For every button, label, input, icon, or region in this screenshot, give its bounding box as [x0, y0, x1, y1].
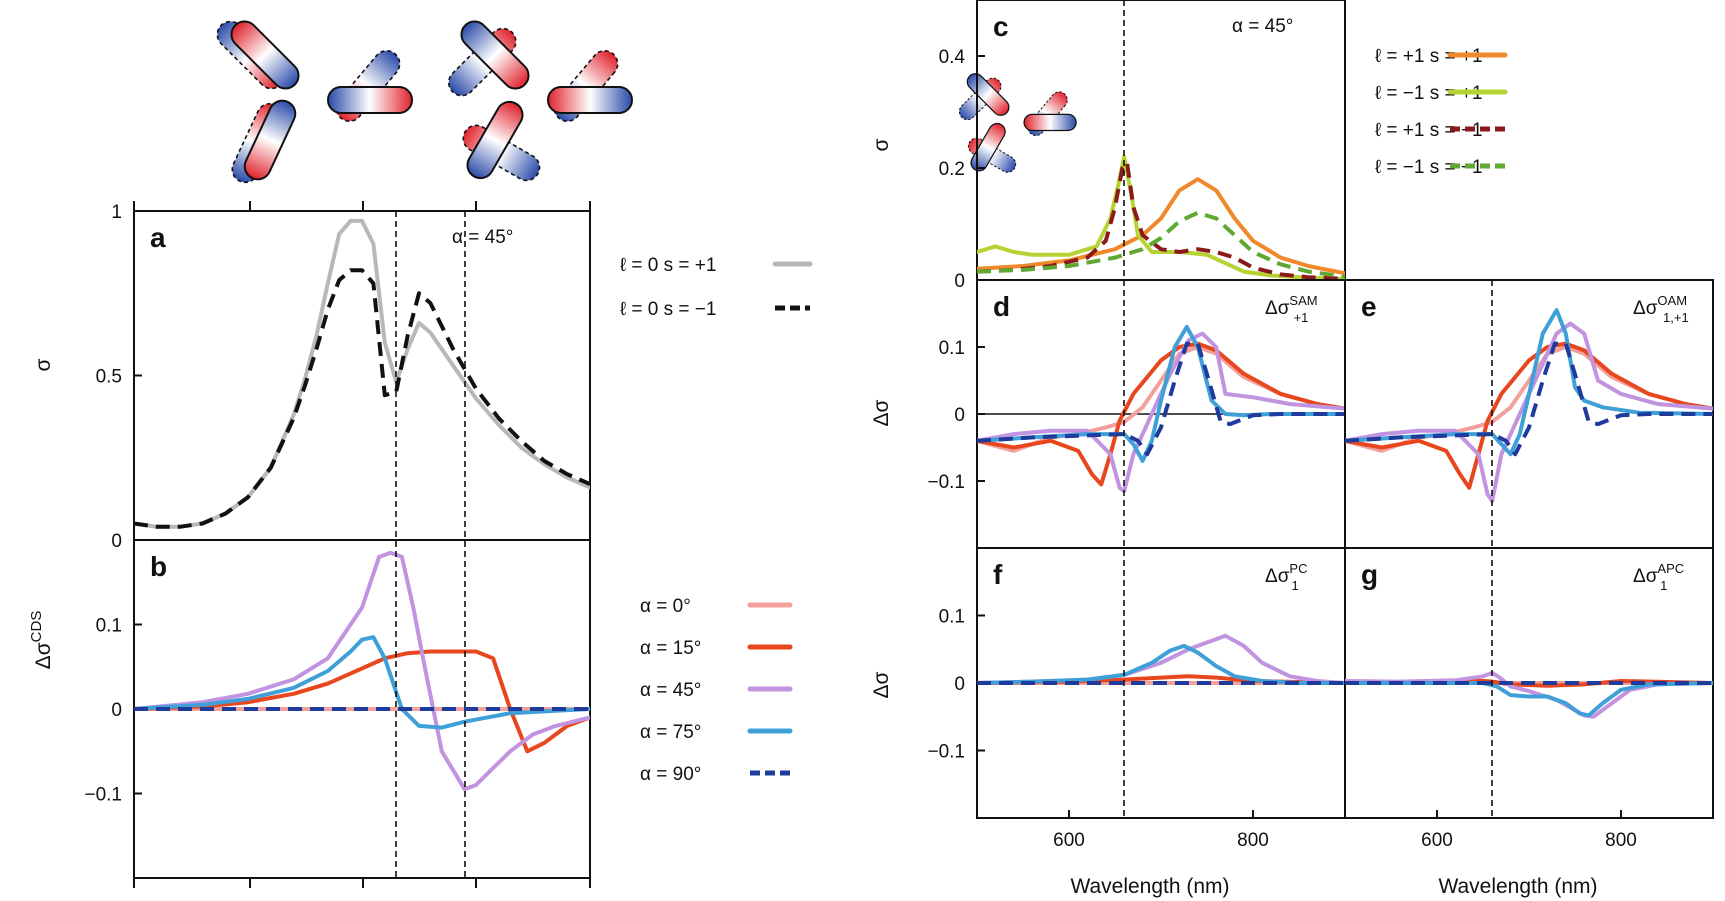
legend-label-b-2: α = 45°: [640, 680, 701, 701]
y-tick-label-d: −0.1: [927, 472, 965, 493]
x-axis-title-f: Wavelength (nm): [1070, 875, 1229, 898]
legend-label-b-4: α = 90°: [640, 764, 701, 785]
panel-letter-g: g: [1361, 559, 1378, 590]
quantity-label-e: ΔσOAM 1,+1: [1633, 293, 1689, 325]
alpha-note-a: α = 45°: [452, 227, 513, 248]
series-line-f-3: [977, 643, 1345, 685]
series-line-e-4: [1345, 341, 1713, 457]
legend-label-b-0: α = 0°: [640, 596, 691, 617]
panel-c: 0 0.2 0.4 c α = 45° ℓ = +1 s = +1 ℓ = −1 s = +…: [939, 0, 1508, 292]
series-line-b-1: [134, 649, 590, 754]
y-tick-label-d: 0: [954, 405, 965, 426]
y-tick-label-a: 1: [111, 202, 122, 223]
x-tick-label-f: 800: [1237, 830, 1269, 851]
series-line-e-3: [1345, 308, 1713, 457]
y-tick-label-b: −0.1: [84, 785, 122, 806]
panel-letter-e: e: [1361, 291, 1377, 322]
quantity-label-f: ΔσPC 1: [1265, 561, 1307, 593]
series-line-e-1: [1345, 341, 1713, 490]
y-tick-label-a: 0.5: [96, 367, 122, 388]
legend-label-c-3: ℓ = −1 s = −1: [1375, 157, 1483, 178]
series-line-c-3: [977, 210, 1345, 279]
y-tick-label-d: 0.1: [939, 338, 965, 359]
panel-g: 600 800 g ΔσAPC 1: [1344, 547, 1714, 851]
legend-label-b-3: α = 75°: [640, 722, 701, 743]
y-tick-label-c: 0.4: [939, 47, 966, 68]
series-line-b-2: [134, 550, 590, 792]
panel-b: −0.1 0 0.1 b α = 0° α = 15° α = 45° α = 75° α = …: [84, 539, 793, 879]
panel-letter-d: d: [993, 291, 1010, 322]
y-axis-title-b: ΔσCDS: [28, 611, 55, 670]
panel-f: −0.1 0 0.1 600 800 f ΔσPC 1: [927, 547, 1346, 851]
series-line-g-2: [1345, 670, 1713, 719]
quantity-label-g: ΔσAPC 1: [1633, 561, 1684, 593]
series-line-g-3: [1345, 681, 1713, 718]
panel-letter-b: b: [150, 551, 167, 582]
series-line-d-2: [977, 331, 1345, 494]
series-line-d-1: [977, 341, 1345, 487]
x-tick-label-g: 800: [1605, 830, 1637, 851]
panel-letter-f: f: [993, 559, 1003, 590]
series-line-d-3: [977, 324, 1345, 463]
x-axis-title-g: Wavelength (nm): [1438, 875, 1597, 898]
panel-letter-a: a: [150, 222, 166, 253]
series-line-c-2: [977, 160, 1345, 280]
y-tick-label-f: 0.1: [939, 607, 965, 628]
alpha-note-c: α = 45°: [1232, 16, 1293, 37]
series-line-d-4: [977, 341, 1345, 457]
series-line-b-3: [134, 635, 590, 730]
y-tick-label-f: 0: [954, 674, 965, 695]
y-tick-label-b: 0.1: [96, 616, 122, 637]
y-tick-label-f: −0.1: [927, 742, 965, 763]
panel-e: e ΔσOAM 1,+1: [1344, 279, 1714, 549]
x-tick-label-g: 600: [1421, 830, 1453, 851]
legend-label-c-2: ℓ = +1 s = −1: [1375, 120, 1483, 141]
y-tick-label-a: 0: [111, 531, 122, 552]
y-axis-title-f: Δσ: [870, 671, 893, 698]
panel-a: 0 0.5 1 a α = 45° ℓ = 0 s = +1 ℓ = 0 s = −1: [96, 202, 813, 552]
legend-label-c-1: ℓ = −1 s = +1: [1375, 83, 1483, 104]
y-axis-title-c: σ: [870, 138, 893, 151]
legend-label-b-1: α = 15°: [640, 638, 701, 659]
quantity-label-d: ΔσSAM +1: [1265, 293, 1318, 325]
y-tick-label-c: 0: [954, 271, 965, 292]
series-line-a-1: [134, 268, 590, 529]
series-line-e-2: [1345, 321, 1713, 504]
series-line-a-0: [134, 218, 590, 529]
series-line-c-0: [977, 177, 1345, 276]
panel-letter-c: c: [993, 11, 1009, 42]
y-tick-label-b: 0: [111, 700, 122, 721]
y-tick-label-c: 0.2: [939, 159, 965, 180]
charts-layer: 0 0.5 1 a α = 45° ℓ = 0 s = +1 ℓ = 0 s = −1 −0.…: [84, 0, 1714, 888]
panel-d: −0.1 0 0.1 d ΔσSAM +1: [927, 279, 1346, 549]
legend-label-a-1: ℓ = 0 s = −1: [620, 299, 716, 320]
plot-frame-a: [133, 210, 591, 541]
x-tick-label-f: 600: [1053, 830, 1085, 851]
trimer-illustration-left: [211, 15, 413, 188]
legend-label-a-0: ℓ = 0 s = +1: [620, 255, 716, 276]
legend-label-c-0: ℓ = +1 s = +1: [1375, 46, 1483, 67]
y-axis-title-d: Δσ: [870, 399, 893, 426]
trimer-illustration-right: [442, 15, 633, 186]
y-axis-title-a: σ: [32, 358, 55, 371]
